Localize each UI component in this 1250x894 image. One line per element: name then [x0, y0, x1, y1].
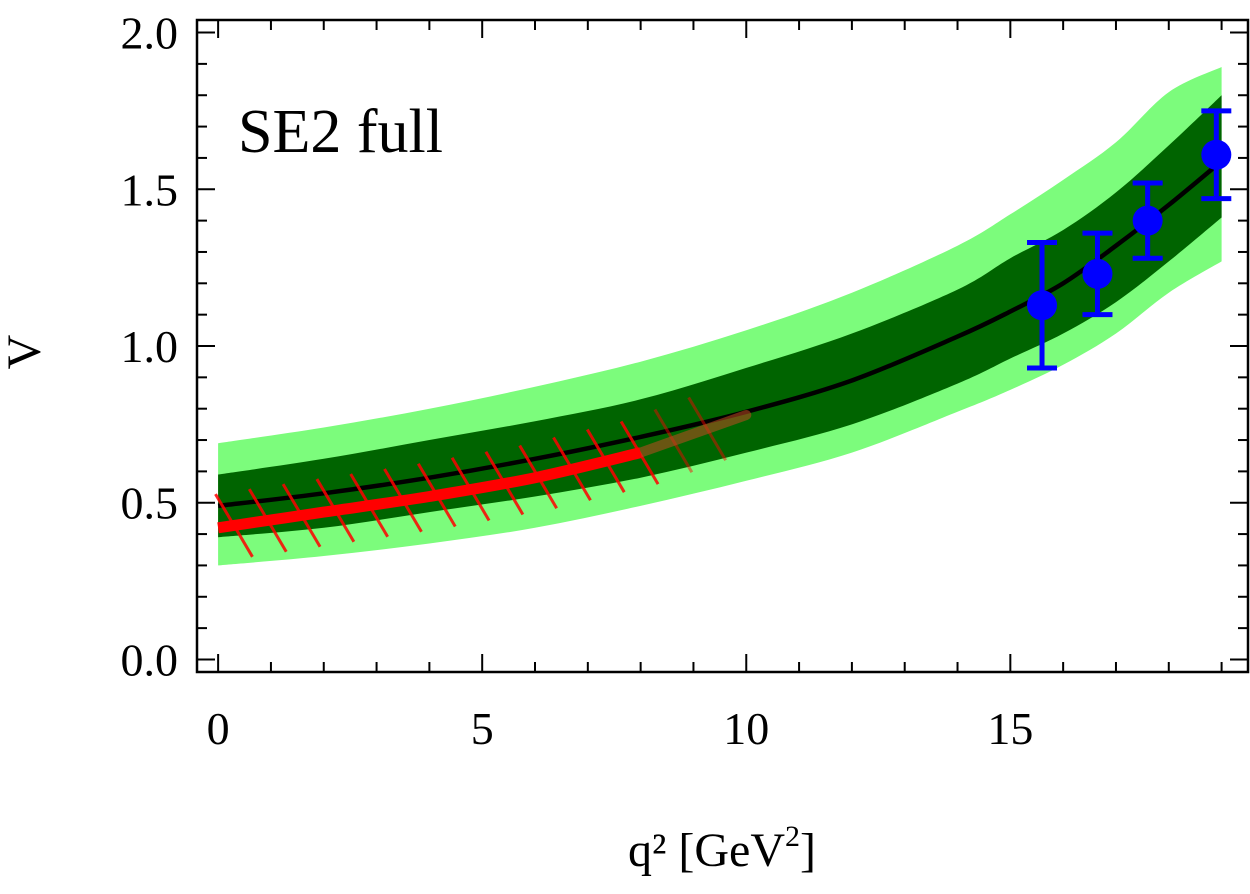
lattice-point-0 — [1027, 240, 1058, 371]
y-tick-label-4: 2.0 — [121, 8, 179, 59]
data-marker-3 — [1201, 139, 1232, 170]
data-marker-0 — [1027, 290, 1058, 321]
lattice-point-2 — [1132, 180, 1163, 261]
x-axis-title-sup: 2 — [785, 820, 800, 853]
points-layer — [1027, 108, 1232, 371]
y-tick-label-3: 1.5 — [121, 164, 179, 215]
x-tick-label-2: 10 — [723, 703, 769, 754]
central-fit-line — [217, 159, 1224, 509]
data-marker-2 — [1132, 205, 1163, 236]
y-tick-label-1: 0.5 — [121, 478, 179, 529]
x-axis-title-close: ] — [800, 824, 816, 877]
y-tick-label-0: 0.0 — [121, 634, 179, 685]
data-marker-1 — [1082, 258, 1113, 289]
x-axis-title-main: q² [GeV — [628, 824, 785, 877]
x-tick-label-3: 15 — [987, 703, 1033, 754]
lcsr-line-faded — [635, 410, 752, 458]
tick-labels-layer: 0 5 10 15 0.0 0.5 1.0 1.5 2.0 — [121, 8, 1034, 754]
x-tick-label-0: 0 — [207, 703, 230, 754]
y-axis-title: V — [0, 334, 51, 369]
lattice-point-1 — [1082, 230, 1113, 318]
lcsr-line — [217, 447, 642, 534]
x-tick-label-1: 5 — [471, 703, 494, 754]
lines-layer — [214, 159, 1224, 558]
annotation-label: SE2 full — [238, 98, 443, 166]
ticks-layer — [197, 20, 1248, 672]
x-axis-title: q² [GeV2] — [628, 820, 816, 877]
y-tick-label-2: 1.0 — [121, 321, 179, 372]
lattice-point-3 — [1201, 108, 1232, 202]
